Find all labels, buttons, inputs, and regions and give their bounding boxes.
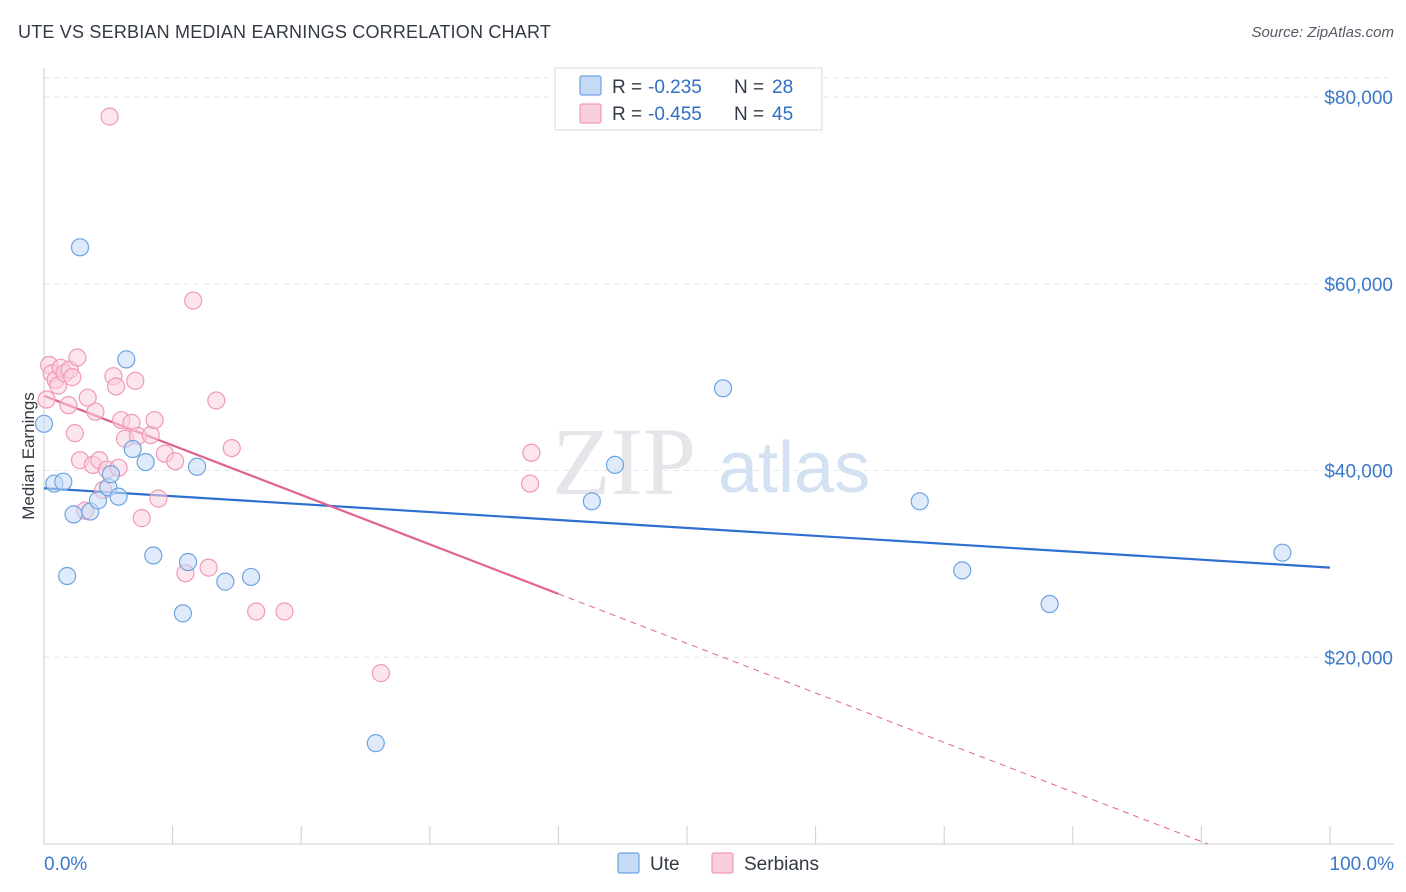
ute-point-22 — [605, 455, 625, 474]
y-axis-title: Median Earnings — [19, 392, 38, 520]
legend-bottom-ute-label: Ute — [650, 854, 680, 875]
serbians-point-29 — [132, 509, 151, 528]
x-tick-label-max: 100.0% — [1330, 854, 1395, 875]
ute-point-12 — [123, 439, 142, 459]
ute-point-10 — [109, 487, 128, 506]
ute-point-20 — [366, 734, 385, 753]
ute-point-23 — [713, 379, 733, 398]
legend-bottom-serbians-label: Serbians — [744, 854, 819, 875]
legend-ute-n-label: N = — [734, 77, 764, 98]
y-tick-label-60000: $60,000 — [1324, 275, 1393, 296]
ute-trendline — [43, 487, 1331, 569]
serbians-point-37 — [199, 558, 218, 577]
axes — [43, 68, 1394, 845]
legend-bottom-serbians-swatch — [711, 852, 734, 874]
ute-point-18 — [216, 572, 235, 591]
x-tick-label-min: 0.0% — [44, 854, 87, 875]
legend-bottom-ute-swatch — [617, 852, 640, 874]
ute-point-17 — [187, 457, 207, 476]
ute-point-3 — [58, 566, 77, 586]
ute-point-14 — [144, 546, 163, 565]
y-tick-label-20000: $20,000 — [1324, 648, 1393, 669]
watermark-zip: ZIP — [552, 408, 696, 515]
ute-point-2 — [54, 472, 73, 491]
serbians-point-40 — [247, 602, 266, 621]
x-ticks — [43, 826, 1331, 844]
serbians-point-32 — [149, 489, 168, 508]
serbians-trendline-extension — [558, 593, 1209, 845]
y-tick-labels: $20,000 $40,000 $60,000 $80,000 — [1324, 88, 1393, 669]
ute-point-4 — [64, 505, 83, 524]
ute-point-13 — [136, 452, 155, 472]
legend-serbians-r-value: -0.455 — [648, 104, 702, 125]
ute-points — [34, 238, 1292, 753]
serbians-point-14 — [78, 388, 97, 407]
serbians-point-42 — [371, 664, 391, 683]
ute-point-9 — [101, 465, 120, 484]
ute-point-27 — [1273, 543, 1292, 562]
legend-serbians-r-label: R = — [612, 104, 642, 125]
serbians-point-39 — [222, 438, 241, 458]
serbians-point-0 — [37, 390, 56, 409]
serbians-point-16 — [86, 402, 105, 421]
source-attribution: Source: ZipAtlas.com — [1251, 24, 1394, 41]
serbians-point-9 — [63, 368, 82, 387]
serbians-point-44 — [522, 443, 541, 462]
serbians-point-7 — [59, 396, 78, 415]
serbians-point-30 — [141, 425, 160, 445]
legend-bottom: Ute Serbians — [617, 852, 819, 875]
serbians-point-43 — [521, 474, 540, 493]
legend-ute-n-value: 28 — [772, 77, 793, 98]
y-tick-label-40000: $40,000 — [1324, 462, 1393, 483]
legend-top: R = -0.235 N = 28 R = -0.455 N = 45 — [554, 67, 823, 131]
ute-point-11 — [117, 350, 136, 369]
serbians-point-31 — [145, 410, 164, 430]
serbians-point-11 — [68, 348, 87, 367]
y-tick-label-80000: $80,000 — [1324, 88, 1393, 109]
legend-ute-swatch — [579, 75, 602, 96]
serbians-point-10 — [65, 424, 84, 443]
legend-serbians-swatch — [579, 103, 602, 124]
serbians-point-22 — [106, 377, 126, 396]
legend-ute-r-value: -0.235 — [648, 77, 702, 98]
ute-point-19 — [241, 567, 261, 587]
serbians-point-38 — [207, 391, 226, 410]
ute-point-25 — [953, 561, 972, 580]
ute-point-21 — [582, 492, 601, 511]
ute-point-0 — [34, 414, 54, 433]
chart-title: UTE VS SERBIAN MEDIAN EARNINGS CORRELATI… — [18, 22, 552, 42]
ute-point-15 — [173, 604, 192, 623]
ute-point-7 — [88, 491, 108, 510]
legend-ute-r-label: R = — [612, 77, 642, 98]
ute-point-26 — [1040, 594, 1059, 614]
watermark: ZIP atlas — [552, 408, 870, 515]
legend-serbians-n-label: N = — [734, 104, 764, 125]
serbians-point-34 — [166, 452, 185, 471]
watermark-atlas: atlas — [718, 428, 870, 508]
serbians-point-36 — [184, 291, 203, 310]
serbians-point-41 — [275, 602, 294, 621]
serbians-points — [37, 107, 541, 683]
ute-point-16 — [178, 552, 198, 572]
ute-point-24 — [910, 492, 929, 511]
legend-serbians-n-value: 45 — [772, 104, 793, 125]
ute-point-5 — [70, 238, 90, 257]
serbians-point-27 — [126, 371, 145, 390]
serbians-point-20 — [100, 107, 119, 126]
